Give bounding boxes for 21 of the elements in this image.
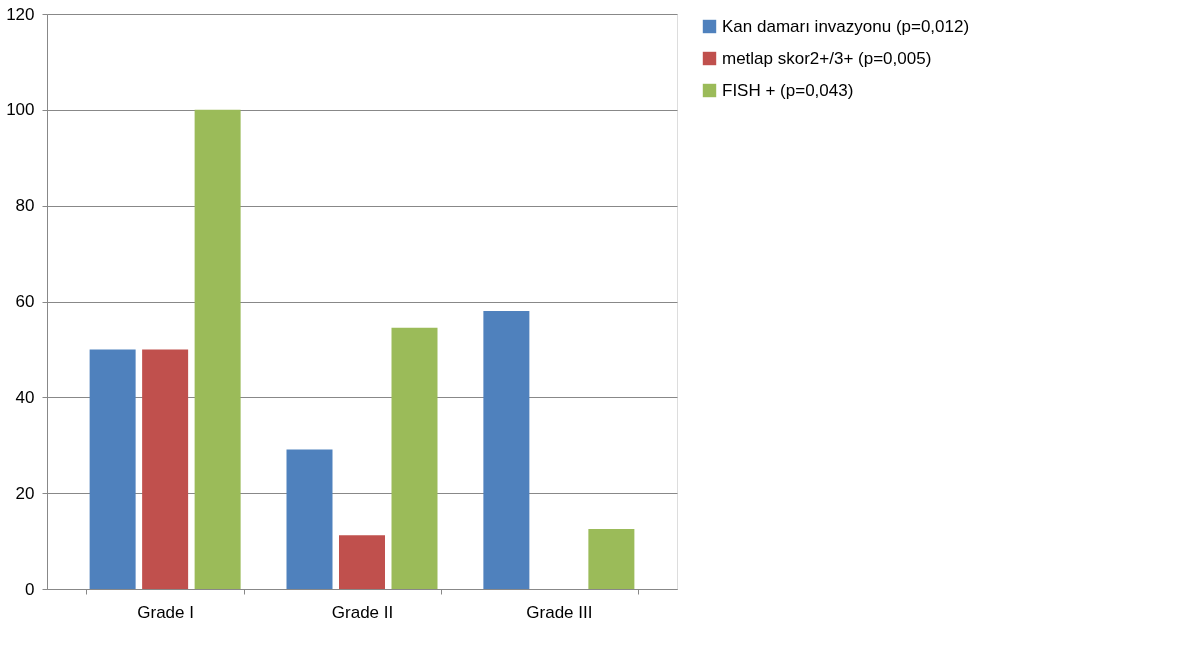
y-tick-label: 0 — [25, 579, 35, 599]
x-tick-label: Grade I — [137, 602, 194, 622]
x-tick-label: Grade II — [331, 602, 394, 622]
legend-label: Kan damarı invazyonu (p=0,012) — [722, 16, 970, 36]
bar — [391, 327, 438, 589]
bar — [483, 311, 530, 589]
y-tick-label: 120 — [6, 4, 35, 24]
y-tick-label: 60 — [15, 292, 35, 311]
bar — [142, 349, 189, 589]
y-tick-label: 40 — [15, 387, 35, 407]
legend-label: metlap skor2+/3+ (p=0,005) — [722, 48, 932, 68]
bar — [286, 449, 333, 589]
bar — [194, 109, 241, 589]
y-tick-label: 80 — [15, 196, 35, 216]
x-tick-label: Grade III — [526, 602, 593, 622]
y-tick-label: 20 — [15, 483, 35, 503]
y-tick-label: 100 — [6, 100, 35, 120]
bar — [89, 349, 136, 589]
legend-label: FISH + (p=0,043) — [722, 80, 854, 100]
bar — [588, 529, 635, 589]
bar — [339, 535, 385, 589]
